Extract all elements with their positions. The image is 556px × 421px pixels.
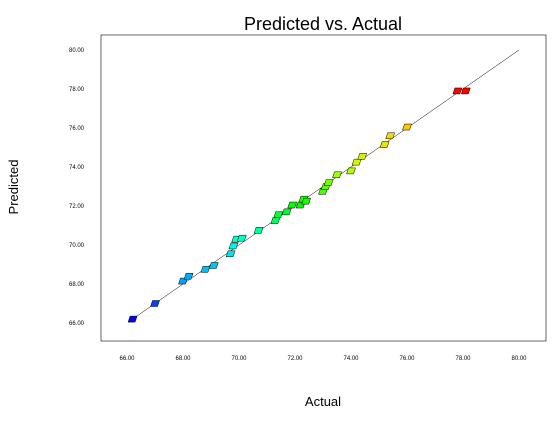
data-point: [253, 227, 264, 234]
data-point: [452, 87, 463, 95]
x-tick-label: 76.00: [399, 356, 415, 362]
data-point: [273, 211, 284, 219]
x-tick-label: 72.00: [287, 356, 303, 362]
data-point: [127, 315, 138, 323]
y-axis-ticks: 66.00 68.00 70.00 72.00 74.00 76.00 78.00 80.00: [69, 48, 85, 327]
data-point: [287, 201, 298, 209]
y-tick-label: 66.00: [69, 321, 85, 327]
data-point: [228, 242, 239, 250]
data-point: [357, 153, 368, 160]
data-point: [460, 87, 471, 95]
chart-title: Predicted vs. Actual: [244, 14, 402, 34]
x-tick-label: 80.00: [511, 356, 527, 362]
data-point: [351, 158, 362, 166]
data-point: [323, 179, 334, 186]
data-point: [402, 123, 412, 131]
data-point: [236, 234, 247, 242]
y-tick-label: 68.00: [69, 282, 85, 288]
plot-frame: [100, 34, 547, 342]
data-point: [332, 171, 342, 179]
y-tick-label: 74.00: [69, 165, 85, 171]
data-point: [281, 208, 292, 216]
data-point: [301, 197, 312, 205]
x-axis-ticks: 66.00 68.00 70.00 72.00 74.00 76.00 78.00 80.00: [119, 356, 527, 362]
y-tick-label: 76.00: [69, 126, 85, 132]
data-points: [127, 87, 471, 323]
data-point: [150, 300, 160, 307]
y-axis-label: Predicted: [6, 160, 21, 215]
y-tick-label: 72.00: [69, 204, 85, 210]
data-point: [208, 262, 219, 269]
data-point: [183, 272, 194, 280]
x-axis-label: Actual: [305, 394, 341, 409]
data-point: [379, 141, 390, 148]
data-point: [200, 266, 211, 273]
y-tick-label: 70.00: [69, 243, 85, 249]
data-point: [346, 167, 356, 175]
y-tick-label: 78.00: [69, 87, 85, 93]
x-tick-label: 70.00: [231, 356, 247, 362]
x-tick-label: 74.00: [343, 356, 359, 362]
y-tick-label: 80.00: [69, 48, 85, 54]
data-point: [225, 250, 236, 258]
x-tick-label: 78.00: [455, 356, 471, 362]
data-point: [270, 217, 281, 224]
x-tick-label: 66.00: [119, 356, 135, 362]
data-point: [385, 132, 396, 140]
x-tick-label: 68.00: [175, 356, 191, 362]
